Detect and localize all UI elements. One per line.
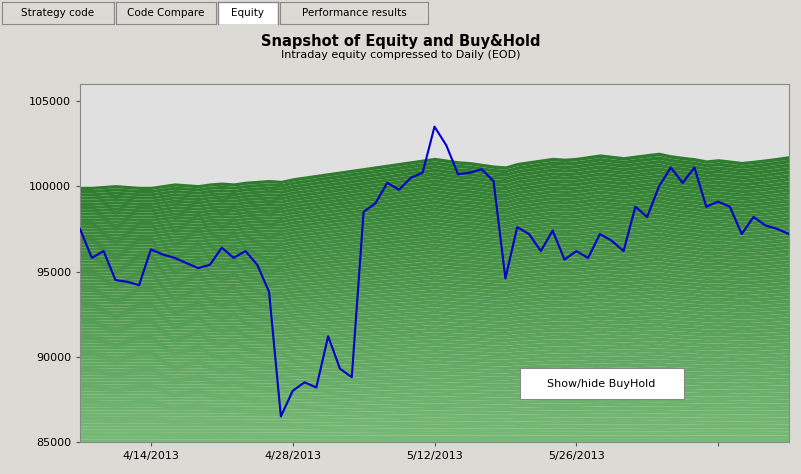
Text: Intraday equity compressed to Daily (EOD): Intraday equity compressed to Daily (EOD… [280,50,521,60]
Text: Code Compare: Code Compare [127,8,205,18]
Text: Performance results: Performance results [302,8,406,18]
Text: Strategy code: Strategy code [22,8,95,18]
Text: Equity: Equity [231,8,264,18]
Text: Snapshot of Equity and Buy&Hold: Snapshot of Equity and Buy&Hold [261,34,540,49]
Text: Show/hide BuyHold: Show/hide BuyHold [548,379,656,389]
